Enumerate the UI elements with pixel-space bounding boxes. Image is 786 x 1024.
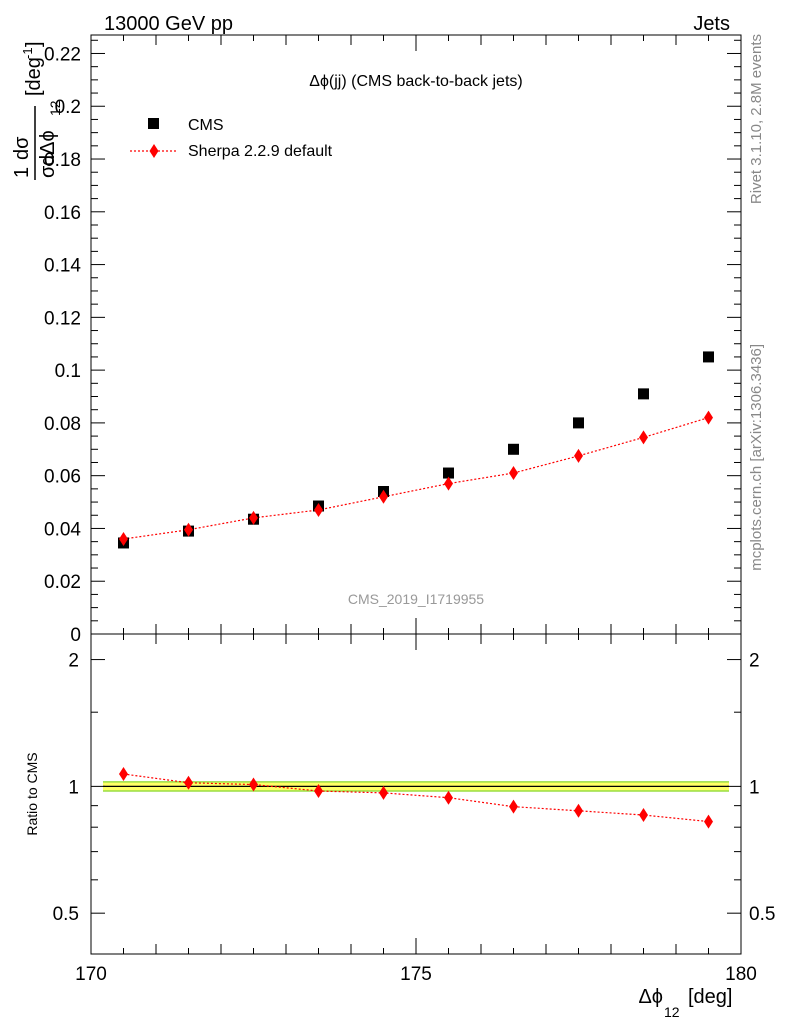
header-left: 13000 GeV pp (104, 13, 233, 35)
header-right: Jets (693, 13, 730, 35)
legend-cms-label: CMS (188, 117, 224, 134)
ratio-data (119, 766, 713, 829)
main-panel: Δϕ(jj) (CMS back-to-back jets) CMS_2019_… (11, 34, 742, 646)
sherpa-point (639, 430, 648, 445)
cms-point (443, 467, 454, 479)
ratio-frame (90, 633, 742, 955)
sherpa-point (119, 532, 128, 547)
x-tick-label: 175 (400, 964, 432, 985)
sherpa-ratio-point (444, 790, 453, 805)
sherpa-point (184, 522, 193, 537)
sherpa-ratio-point (314, 784, 323, 799)
sherpa-point (249, 510, 258, 525)
ratio-tick-label: 0.5 (53, 904, 79, 925)
y-tick-label: 0.12 (44, 308, 81, 329)
sherpa-point (444, 476, 453, 491)
ratio-panel: Ratio to CMS 0.5 0.51 12 2 170 175 180 Δϕ 12 … (24, 633, 776, 1020)
sherpa-ratio-point (574, 803, 583, 818)
y-label-sigma: σ (37, 165, 59, 178)
y-tick-label: 0.14 (44, 256, 81, 277)
legend-cms-marker (148, 118, 159, 129)
ratio-tick-label-right: 0.5 (749, 904, 775, 925)
ratio-tick-label: 1 (68, 777, 79, 798)
sherpa-point (704, 410, 713, 425)
main-y-axis-label: 1 σ dσ dΔϕ 12 [deg -1 ] (11, 41, 63, 180)
ratio-y-axis-label: Ratio to CMS (24, 752, 40, 835)
sherpa-point (574, 448, 583, 463)
x-label-unit: [deg] (688, 986, 732, 1008)
x-tick-label: 180 (725, 964, 757, 985)
cms-point (508, 443, 519, 455)
x-axis-label: Δϕ 12 [deg] (638, 986, 732, 1020)
x-label-subscript: 12 (664, 1004, 680, 1020)
y-label-frac-bottom: dΔϕ (37, 130, 59, 166)
cms-point (638, 388, 649, 400)
y-tick-label: 0.22 (44, 44, 81, 65)
x-tick-label: 170 (75, 964, 107, 985)
rivet-version-label: Rivet 3.1.10, 2.8M events (748, 34, 765, 204)
mcplots-label: mcplots.cern.ch [arXiv:1306.3436] (748, 344, 765, 571)
sherpa-ratio-point (379, 785, 388, 800)
y-tick-label: 0.08 (44, 414, 81, 435)
y-tick-label: 0.2 (55, 97, 81, 118)
main-data (118, 351, 714, 549)
y-label-subscript: 12 (47, 100, 63, 116)
y-label-frac-top: dσ (11, 136, 33, 160)
legend: CMS Sherpa 2.2.9 default (130, 117, 333, 160)
sherpa-point (379, 489, 388, 504)
y-tick-label: 0.18 (44, 150, 81, 171)
sherpa-ratio-point (509, 799, 518, 814)
sherpa-point (314, 502, 323, 517)
sherpa-ratio-point (249, 777, 258, 792)
y-tick-label: 0 (70, 625, 81, 646)
legend-sherpa-marker (149, 144, 159, 158)
analysis-watermark: CMS_2019_I1719955 (348, 591, 484, 607)
sherpa-line (123, 417, 709, 540)
sherpa-ratio-point (119, 766, 128, 781)
x-label-delta: Δϕ (638, 986, 663, 1008)
y-label-unit-close: ] (23, 41, 45, 47)
y-tick-label: 0.04 (44, 519, 81, 540)
ratio-y-ticks: 0.5 0.5 1 1 2 2 (53, 651, 776, 926)
legend-sherpa-label: Sherpa 2.2.9 default (188, 143, 333, 160)
sherpa-ratio-line (123, 773, 709, 823)
y-tick-label: 0.16 (44, 203, 81, 224)
y-tick-label: 0.1 (55, 361, 81, 382)
y-label-prefix: 1 (11, 167, 33, 178)
cms-point (703, 351, 714, 363)
sherpa-ratio-point (704, 814, 713, 829)
y-label-unit-exponent: -1 (20, 47, 35, 59)
y-tick-label: 0.02 (44, 572, 81, 593)
sherpa-ratio-point (639, 808, 648, 823)
ratio-tick-label-right: 2 (749, 651, 760, 672)
sherpa-ratio-point (184, 775, 193, 790)
main-y-ticks: 0 0.02 0.04 0.06 0.08 0.1 0.12 0.14 0.16 0.18 0.2 0… (44, 39, 741, 646)
ratio-x-ticks: 170 175 180 (75, 634, 757, 985)
ratio-tick-label-right: 1 (749, 777, 760, 798)
plot-title: Δϕ(jj) (CMS back-to-back jets) (309, 73, 522, 90)
cms-point (573, 417, 584, 429)
ratio-tick-label: 2 (68, 651, 79, 672)
y-tick-label: 0.06 (44, 467, 81, 488)
y-label-unit: [deg (23, 57, 45, 96)
sherpa-point (509, 466, 518, 481)
